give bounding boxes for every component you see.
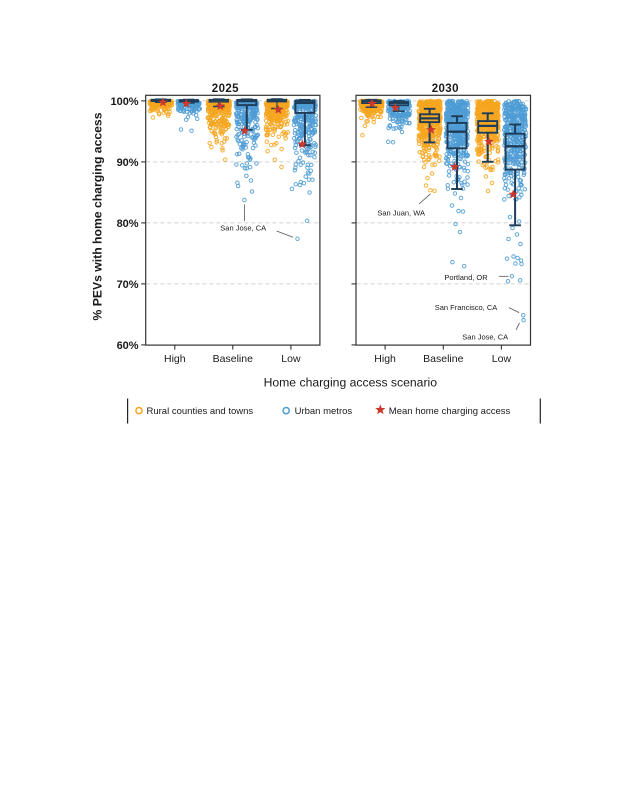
svg-text:100%: 100% [110, 96, 138, 108]
svg-text:Baseline: Baseline [423, 353, 463, 365]
svg-text:San Jose, CA: San Jose, CA [462, 333, 508, 342]
svg-text:Portland, OR: Portland, OR [444, 273, 488, 282]
svg-text:Low: Low [492, 353, 512, 365]
svg-text:2030: 2030 [432, 83, 459, 95]
svg-text:Home charging access scenario: Home charging access scenario [264, 376, 438, 390]
svg-text:San Jose, CA: San Jose, CA [220, 223, 266, 232]
svg-text:High: High [374, 353, 396, 365]
svg-text:% PEVs with home charging acce: % PEVs with home charging access [91, 112, 105, 320]
svg-text:San Juan, WA: San Juan, WA [377, 209, 425, 218]
svg-text:Urban metros: Urban metros [295, 406, 353, 417]
svg-text:90%: 90% [117, 157, 139, 169]
svg-text:Baseline: Baseline [213, 353, 253, 365]
svg-text:2025: 2025 [212, 83, 239, 95]
svg-text:San Francisco, CA: San Francisco, CA [435, 303, 498, 312]
svg-text:High: High [164, 353, 186, 365]
svg-text:60%: 60% [117, 340, 139, 352]
svg-text:70%: 70% [117, 279, 139, 291]
svg-text:Low: Low [281, 353, 301, 365]
svg-text:80%: 80% [117, 218, 139, 230]
svg-text:Rural counties and towns: Rural counties and towns [147, 406, 254, 417]
svg-text:Mean home charging access: Mean home charging access [389, 406, 511, 417]
